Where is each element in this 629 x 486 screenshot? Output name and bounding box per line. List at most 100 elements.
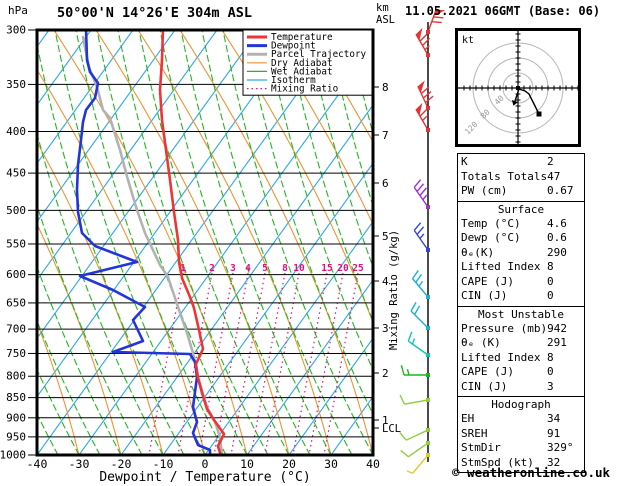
stat-label: CIN (J): [461, 379, 508, 393]
wind-barb: [415, 102, 430, 132]
wet-adiabat-line: [285, 31, 372, 320]
barb-half-tick: [406, 470, 413, 475]
datetime-title: 11.05.2021 06GMT (Base: 06): [405, 4, 601, 18]
mixing-ratio-label: 15: [321, 263, 333, 274]
wind-barb: [406, 453, 430, 475]
stat-label: Lifted Index: [461, 350, 541, 364]
isotherm-line: [163, 163, 372, 454]
dry-adiabat-line: [38, 323, 80, 454]
barb-half-tick: [422, 194, 428, 201]
barb-staff: [410, 310, 429, 329]
x-axis-title: Dewpoint / Temperature (°C): [99, 470, 310, 485]
stat-section: Surface Temp (°C) 4.6 Dewp (°C) 0.6 θₑ(K) 290 L…: [457, 200, 585, 307]
km-tick-label: 6: [382, 177, 389, 190]
wind-barb: [399, 394, 430, 405]
barb-full-tick: [419, 108, 428, 117]
stat-value: 8: [547, 260, 554, 273]
stat-row: SREH 91: [461, 427, 581, 442]
mixing-ratio-label: 3: [230, 263, 236, 274]
km-tick-label: 2: [382, 367, 389, 380]
dry-adiabat-line: [95, 31, 290, 454]
wind-barb: [407, 331, 430, 357]
barb-flag: [433, 9, 446, 17]
wind-barb-column: [399, 9, 446, 475]
mixing-ratio-axis-label: Mixing Ratio (g/kg): [388, 230, 400, 350]
stat-value: 2: [547, 155, 554, 168]
hodograph-origin-marker: [516, 86, 520, 90]
barb-full-tick: [407, 331, 413, 342]
stat-label: CAPE (J): [461, 365, 514, 378]
pressure-tick-label: 1000: [0, 449, 26, 462]
stat-value: 291: [547, 336, 567, 349]
isotherm-line: [38, 31, 217, 280]
hodograph-ring-label: 80: [479, 108, 492, 121]
stat-label: SREH: [461, 426, 488, 440]
wet-adiabat-line: [38, 268, 122, 454]
isotherm-line: [38, 31, 175, 222]
km-tick-label: 4: [382, 275, 389, 288]
isotherm-line: [121, 105, 372, 454]
barb-full-tick: [399, 394, 405, 405]
wind-barb: [413, 179, 430, 209]
barb-full-tick: [400, 449, 409, 458]
wind-barb: [426, 9, 446, 34]
wet-adiabat-line: [38, 370, 80, 454]
dry-adiabat-line: [38, 225, 122, 454]
wet-adiabat-line: [96, 31, 248, 454]
mixing-ratio-label: 2: [209, 263, 215, 274]
dry-adiabat-line: [38, 70, 206, 454]
barb-staff: [407, 340, 429, 356]
stat-label: CAPE (J): [461, 274, 514, 288]
barb-staff: [412, 454, 429, 474]
stat-row: CIN (J) 0: [461, 289, 581, 304]
pressure-tick-label: 500: [6, 204, 26, 217]
barb-full-tick: [416, 226, 425, 235]
temperature-tick-label: 40: [366, 457, 380, 471]
stat-value: 942: [547, 321, 567, 335]
wind-barb: [410, 302, 430, 330]
stat-row: θₑ (K) 291: [461, 336, 581, 351]
stat-section: K 2 Totals Totals 47 PW (cm) 0.67: [457, 153, 585, 202]
stat-row: EH 34: [461, 412, 581, 427]
km-tick-label: 3: [382, 322, 389, 335]
stat-row: Pressure (mb) 942: [461, 322, 581, 337]
isotherm-line: [38, 31, 301, 397]
stat-value: 329°: [547, 441, 574, 454]
barb-full-tick: [410, 302, 417, 312]
barb-full-tick: [422, 91, 432, 99]
isotherm-line: [38, 31, 133, 163]
barb-staff: [417, 85, 429, 109]
barb-half-tick: [419, 233, 425, 239]
stat-row: Totals Totals 47: [461, 170, 581, 185]
hodograph-arrow-shaft: [514, 88, 520, 102]
km-tick-label: 1: [382, 414, 389, 427]
stat-label: PW (cm): [461, 184, 508, 197]
stat-label: Temp (°C): [461, 216, 521, 230]
barb-staff: [404, 399, 429, 405]
barb-staff: [407, 442, 429, 458]
temperature-tick-label: 10: [240, 457, 254, 471]
wet-adiabat-line: [138, 31, 290, 454]
stat-row: Dewp (°C) 0.6: [461, 231, 581, 246]
hodograph-arrow-head: [511, 99, 519, 106]
barb-half-tick: [406, 369, 410, 376]
barb-full-tick: [413, 179, 422, 188]
barb-flag: [416, 102, 423, 116]
isotherm-line: [38, 31, 343, 454]
stat-row: StmDir 329°: [461, 441, 581, 456]
stat-value: 47: [547, 169, 561, 183]
barb-flag: [416, 27, 423, 41]
barb-full-tick: [400, 365, 405, 376]
mixing-ratio-label: 20: [337, 263, 349, 274]
wind-barb: [417, 80, 434, 110]
pressure-tick-label: 300: [6, 24, 26, 37]
background-grid: [38, 31, 372, 454]
barb-staff: [413, 229, 429, 251]
wet-adiabat-line: [38, 206, 143, 454]
legend-label: Dry Adiabat: [271, 58, 333, 69]
stat-label: Lifted Index: [461, 260, 541, 273]
hodograph-ring-label: 40: [493, 94, 506, 107]
